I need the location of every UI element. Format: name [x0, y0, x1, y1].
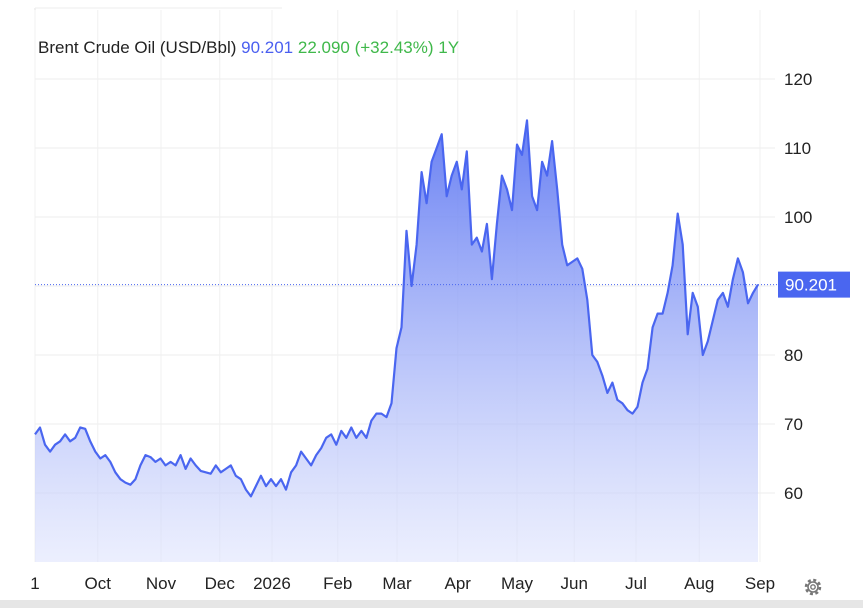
x-tick-label: May	[501, 574, 534, 593]
x-tick-label: Jul	[625, 574, 647, 593]
x-tick-label: Apr	[445, 574, 472, 593]
chart-title: Brent Crude Oil (USD/Bbl)	[38, 38, 236, 57]
change-pct: (+32.43%)	[355, 38, 434, 57]
settings-icon[interactable]	[804, 578, 822, 596]
y-tick-label: 110	[784, 139, 811, 158]
last-price-label: 90.201	[785, 276, 837, 295]
y-tick-label: 60	[784, 484, 803, 503]
x-tick-label: Dec	[205, 574, 236, 593]
x-tick-label: Mar	[382, 574, 412, 593]
last-price-badge	[778, 271, 850, 298]
x-tick-label: Jun	[561, 574, 588, 593]
x-tick-label: 2026	[253, 574, 291, 593]
title-line: Brent Crude Oil (USD/Bbl) 90.201 22.090 …	[38, 38, 459, 57]
price: 90.201	[241, 38, 293, 57]
y-tick-label: 100	[784, 208, 812, 227]
area-fill	[35, 120, 758, 563]
y-tick-label: 70	[784, 415, 803, 434]
x-tick-label: Aug	[684, 574, 714, 593]
y-tick-label: 80	[784, 346, 803, 365]
x-tick-label: Feb	[323, 574, 352, 593]
x-tick-label: Oct	[85, 574, 112, 593]
price-line	[34, 119, 759, 498]
change: 22.090	[298, 38, 350, 57]
x-tick-label: 1	[30, 574, 39, 593]
scrollbar	[0, 600, 863, 608]
x-tick-label: Sep	[745, 574, 775, 593]
x-tick-label: Nov	[146, 574, 177, 593]
period: 1Y	[438, 38, 459, 57]
y-tick-label: 120	[784, 70, 812, 89]
